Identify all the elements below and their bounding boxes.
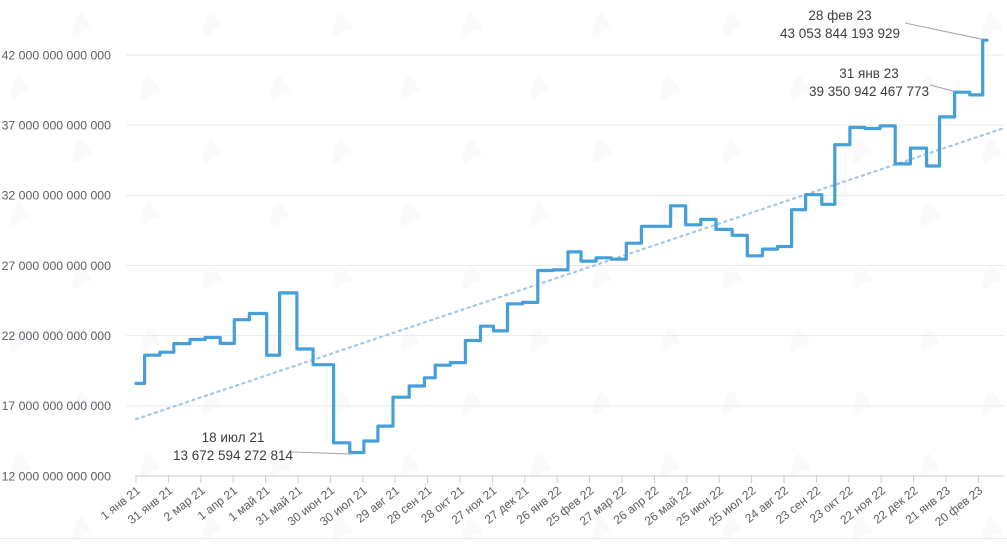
trend-line [134, 127, 1004, 421]
annotation-date: 31 янв 23 [839, 66, 899, 81]
annotation-18-jul-21: 18 июл 21 13 672 594 272 814 [173, 429, 293, 464]
annotation-value: 13 672 594 272 814 [172, 447, 294, 463]
leader-line [929, 84, 954, 92]
y-tick-label: 27 000 000 000 000 [2, 259, 112, 273]
annotation-31-jan-23: 31 янв 23 39 350 942 467 773 [809, 65, 929, 100]
annotation-28-feb-23: 28 фев 23 43 053 844 193 929 [780, 7, 900, 42]
y-tick-label: 32 000 000 000 000 [2, 189, 112, 203]
annotation-date: 28 фев 23 [808, 8, 872, 23]
y-tick-label: 22 000 000 000 000 [2, 329, 112, 343]
y-axis-labels: 12 000 000 000 000 17 000 000 000 000 22 0… [2, 48, 112, 483]
logo-watermark [10, 12, 1002, 541]
annotation-value: 43 053 844 193 929 [779, 25, 901, 41]
page-bottom-divider [0, 538, 1007, 539]
leader-line [904, 22, 982, 40]
y-tick-label: 42 000 000 000 000 [2, 48, 112, 62]
x-axis-ticks [135, 476, 979, 483]
y-tick-label: 37 000 000 000 000 [2, 118, 112, 132]
annotation-date: 18 июл 21 [201, 430, 265, 445]
y-tick-label: 17 000 000 000 000 [2, 399, 112, 413]
annotation-leader-lines [291, 22, 982, 455]
difficulty-step-line[interactable] [134, 38, 989, 455]
gridlines [126, 54, 1004, 477]
y-tick-label: 12 000 000 000 000 [2, 469, 112, 483]
annotation-value: 39 350 942 467 773 [808, 83, 930, 99]
leader-line [291, 451, 354, 455]
